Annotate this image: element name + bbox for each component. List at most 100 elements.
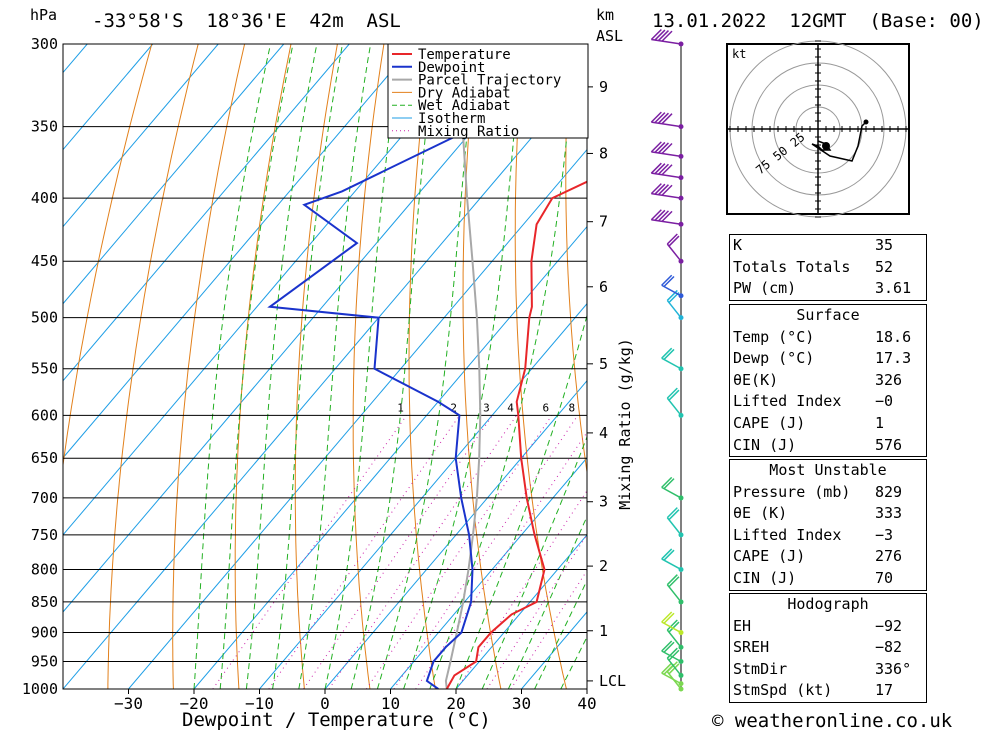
- wind-barb-shaft: [651, 192, 682, 199]
- index-value: −82: [875, 638, 903, 657]
- isotherm-line: [63, 44, 350, 382]
- legend-entry: Mixing Ratio: [418, 124, 519, 140]
- wind-barb-shaft: [666, 584, 682, 603]
- wind-barb-flag: [650, 162, 662, 174]
- index-label: CAPE (J): [733, 413, 806, 432]
- temperature-tick-label: −20: [180, 694, 209, 713]
- indices-general-table: K 35 Totals Totals 52 PW (cm) 3.61: [729, 234, 927, 301]
- indices-hodograph-table: Hodograph EH −92 SREH −82 StmDir 336° StmSp…: [729, 593, 927, 703]
- wind-barb-flag: [668, 621, 680, 633]
- wind-barb-flag: [657, 184, 669, 196]
- surface-row: Dewp (°C) 17.3: [730, 348, 926, 370]
- wind-barb-flag: [650, 183, 662, 195]
- index-value: 1: [875, 413, 885, 432]
- index-value: −0: [875, 392, 894, 411]
- wind-barb: [661, 476, 682, 499]
- wind-barb-shaft: [661, 558, 682, 571]
- hodograph-unit: kt: [732, 47, 746, 61]
- index-value: 52: [875, 257, 894, 276]
- wind-barb-flag: [661, 640, 673, 652]
- index-value: 17: [875, 681, 894, 700]
- pressure-level-label: 650: [31, 449, 58, 467]
- isotherm-line: [63, 44, 285, 305]
- hodo-row: StmSpd (kt) 17: [730, 680, 926, 702]
- wind-barb-flag: [666, 507, 678, 519]
- isotherm-line: [324, 379, 587, 689]
- wind-barb-flag: [654, 29, 666, 41]
- dewpoint-line: [267, 44, 521, 689]
- surface-row: CIN (J) 576: [730, 435, 926, 457]
- pressure-level-label: 950: [31, 653, 58, 671]
- wind-barb-flag: [666, 647, 678, 659]
- legend-entry: Wet Adiabat: [418, 98, 511, 114]
- temperature-tick-label: 10: [381, 694, 400, 713]
- index-label: Temp (°C): [733, 327, 815, 346]
- index-value: 3.61: [875, 279, 912, 298]
- pressure-level-label: 450: [31, 252, 58, 270]
- wind-barb-flag: [654, 163, 666, 175]
- wind-barb-shaft: [661, 486, 682, 499]
- index-label: CIN (J): [733, 435, 797, 454]
- hodo-row: StmDir 336°: [730, 659, 926, 681]
- wind-barb-shaft: [651, 172, 682, 179]
- wind-barb-flag: [663, 612, 675, 624]
- legend-entry: Temperature: [418, 47, 511, 63]
- wind-barb-flag: [661, 662, 673, 674]
- index-row-totals: Totals Totals 52: [730, 257, 926, 279]
- index-value: 276: [875, 547, 903, 566]
- index-label: EH: [733, 616, 752, 635]
- wind-barb-flag: [657, 112, 669, 124]
- index-value: 576: [875, 435, 903, 454]
- index-label: CAPE (J): [733, 547, 806, 566]
- wind-barb-flag: [650, 141, 662, 153]
- wind-barb: [650, 141, 682, 158]
- wind-barb: [661, 274, 682, 297]
- dry-adiabat-line: [514, 44, 567, 689]
- isotherm-line: [259, 302, 587, 689]
- wet-adiabat-line: [481, 435, 587, 689]
- mixing-ratio-label: 2: [450, 401, 457, 414]
- mixing-ratio-label: 3: [483, 401, 490, 414]
- index-label: StmSpd (kt): [733, 681, 833, 700]
- wind-barb: [666, 387, 682, 416]
- wind-barb-shaft: [661, 650, 682, 663]
- wind-barb-shaft: [661, 621, 682, 634]
- temperature-tick-label: −10: [245, 694, 274, 713]
- mixing-ratio-label: 1: [397, 401, 404, 414]
- wind-barb-flag: [661, 476, 673, 488]
- wind-barb-shaft: [651, 219, 682, 225]
- surface-row: Temp (°C) 18.6: [730, 327, 926, 349]
- wind-barb: [661, 640, 682, 663]
- legend-entry: Isotherm: [418, 111, 485, 127]
- height-label: 7: [599, 213, 608, 231]
- height-label: 5: [599, 355, 608, 373]
- wind-barbs: [650, 28, 684, 692]
- datetime-title: 13.01.2022 12GMT (Base: 00): [652, 10, 984, 32]
- wet-adiabat-line: [429, 44, 577, 689]
- wind-barb-flag: [654, 209, 666, 221]
- mixing-ratio-line: [486, 533, 587, 689]
- wind-barb-shaft: [666, 657, 682, 676]
- legend-entry: Dewpoint: [418, 60, 485, 76]
- wind-barb-flag: [668, 663, 680, 675]
- pressure-level-label: 550: [31, 360, 58, 378]
- wind-barb-flag: [661, 210, 673, 222]
- wet-adiabat-line: [245, 44, 318, 689]
- copyright: © weatheronline.co.uk: [712, 710, 953, 732]
- wind-barb-shaft: [661, 357, 682, 370]
- hodograph-point: [863, 119, 869, 125]
- index-label: Totals Totals: [733, 257, 851, 276]
- temperature-tick-label: −30: [114, 694, 143, 713]
- pressure-level-label: 300: [31, 35, 58, 53]
- hodo-row: EH −92: [730, 616, 926, 638]
- plot-frame: [62, 43, 588, 690]
- mixing-ratio-label: 25: [675, 401, 688, 414]
- pressure-level-label: 700: [31, 489, 58, 507]
- index-value: 35: [875, 236, 894, 254]
- wind-barb-shaft: [666, 243, 682, 262]
- dry-adiabat-line: [107, 44, 199, 689]
- pressure-level-label: 750: [31, 526, 58, 544]
- wind-barb-shaft: [666, 397, 682, 416]
- wind-barb-flag: [661, 164, 673, 176]
